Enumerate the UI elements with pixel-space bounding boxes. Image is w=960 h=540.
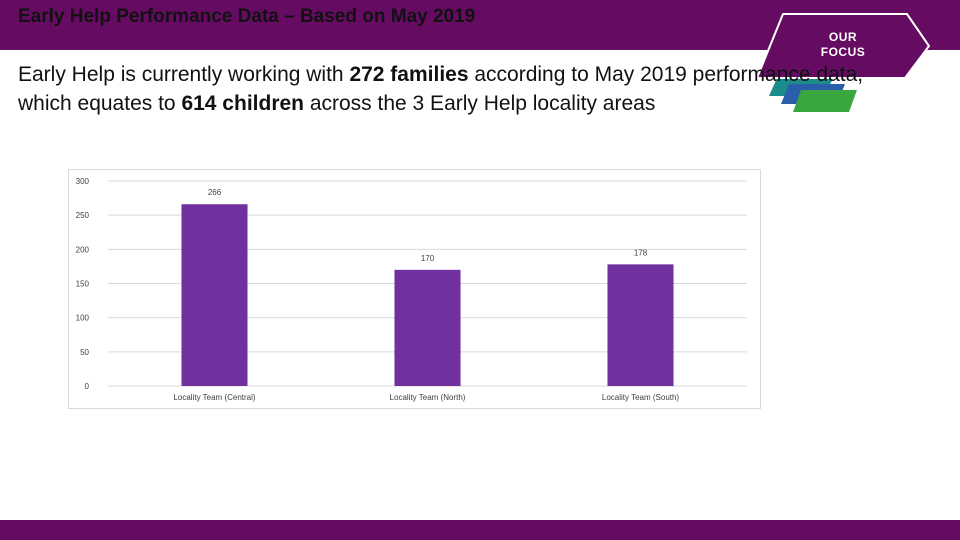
bar [607,264,674,386]
badge-line-1: OUR [828,30,858,44]
y-tick-label: 300 [76,177,90,186]
bar [394,269,461,386]
x-category-label: Locality Team (Central) [173,393,255,402]
badge-shape [755,13,931,79]
intro-text: Early Help is currently working with 272… [18,60,918,118]
bar [181,204,248,386]
y-tick-label: 0 [85,382,90,391]
bar-chart: 0 50 100 150 200 250 300 266 Locality Team (Cent… [76,177,747,402]
intro-part-1: Early Help is currently working with [18,63,350,86]
our-focus-badge-icon [755,13,931,112]
page-title: Early Help Performance Data – Based on M… [18,6,476,27]
y-tick-label: 250 [76,211,90,220]
x-category-label: Locality Team (North) [390,393,466,402]
intro-families: 272 families [349,63,469,86]
y-tick-label: 150 [76,280,90,289]
y-tick-label: 100 [76,314,90,323]
chart-frame: 0 50 100 150 200 250 300 266 Locality Team (Cent… [68,169,761,409]
intro-part-3: across the 3 Early Help locality areas [304,92,656,115]
data-label: 266 [208,188,222,197]
x-category-label: Locality Team (South) [602,393,680,402]
badge-line-2: FOCUS [820,45,866,59]
y-tick-label: 200 [76,245,90,254]
intro-children: 614 children [181,92,304,115]
footer-bar [0,520,960,540]
data-label: 170 [421,254,435,263]
badge-stripe-green [793,90,857,112]
y-tick-label: 50 [80,348,89,357]
intro-part-2: according to May 2019 performance data, … [18,63,864,115]
data-label: 178 [634,248,648,257]
